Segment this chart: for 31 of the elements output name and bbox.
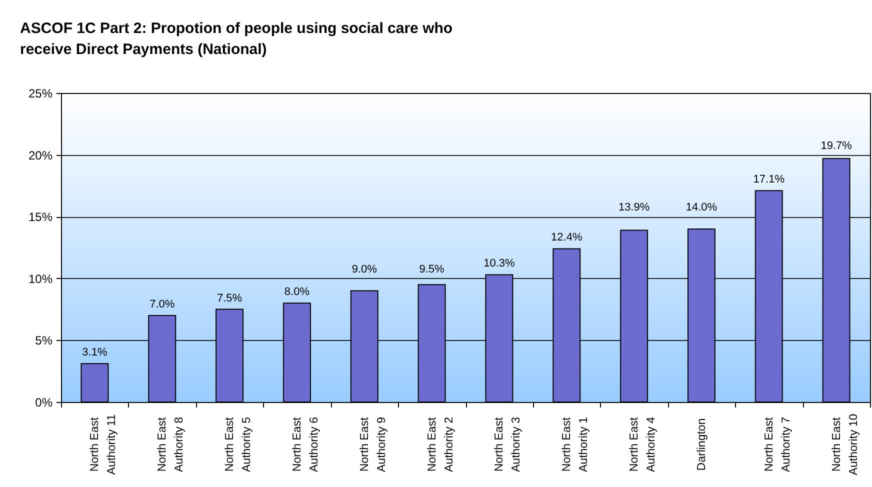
x-tick-label: North East Authority 4 [628,416,658,472]
x-tick-label: North East Authority 5 [224,416,254,472]
data-label: 19.7% [820,140,852,152]
data-label: 9.0% [352,263,378,276]
data-label: 12.4% [551,232,582,244]
x-tick-label: North East Authority 6 [291,416,320,472]
x-tick-label: North East Authority 7 [763,416,792,472]
y-tick-label: 10% [28,272,53,286]
data-label: 10.3% [484,258,516,270]
y-tick-label: 20% [28,148,53,162]
y-tick-label: 25% [28,86,53,100]
x-tick-label: North East Authority 10 [830,414,860,476]
chart-title: ASCOF 1C Part 2: Propotion of people using social care who receive Direct Payments (National) [20,20,453,58]
data-label: 7.5% [217,292,242,304]
data-label: 7.0% [150,298,175,310]
x-tick-label: North East Authority 11 [89,414,118,475]
data-label: 14.0% [686,202,718,214]
data-label: 3.1% [82,346,108,359]
x-tick-label: North East Authority 3 [494,416,523,472]
x-tick-label: North East Authority 9 [358,416,388,472]
data-label: 13.9% [618,202,650,214]
x-tick-label: North East Authority 2 [426,416,456,472]
y-tick-label: 15% [28,210,53,224]
data-label: 17.1% [753,174,785,186]
data-label: 8.0% [284,286,310,298]
x-tick-label: North East Authority 8 [156,416,186,472]
y-tick-label: 0% [35,396,53,410]
x-tick-label: Darlington [696,418,708,471]
data-label: 9.5% [419,263,445,276]
y-tick-label: 5% [35,334,53,348]
x-tick-label: North East Authority 1 [561,416,590,472]
